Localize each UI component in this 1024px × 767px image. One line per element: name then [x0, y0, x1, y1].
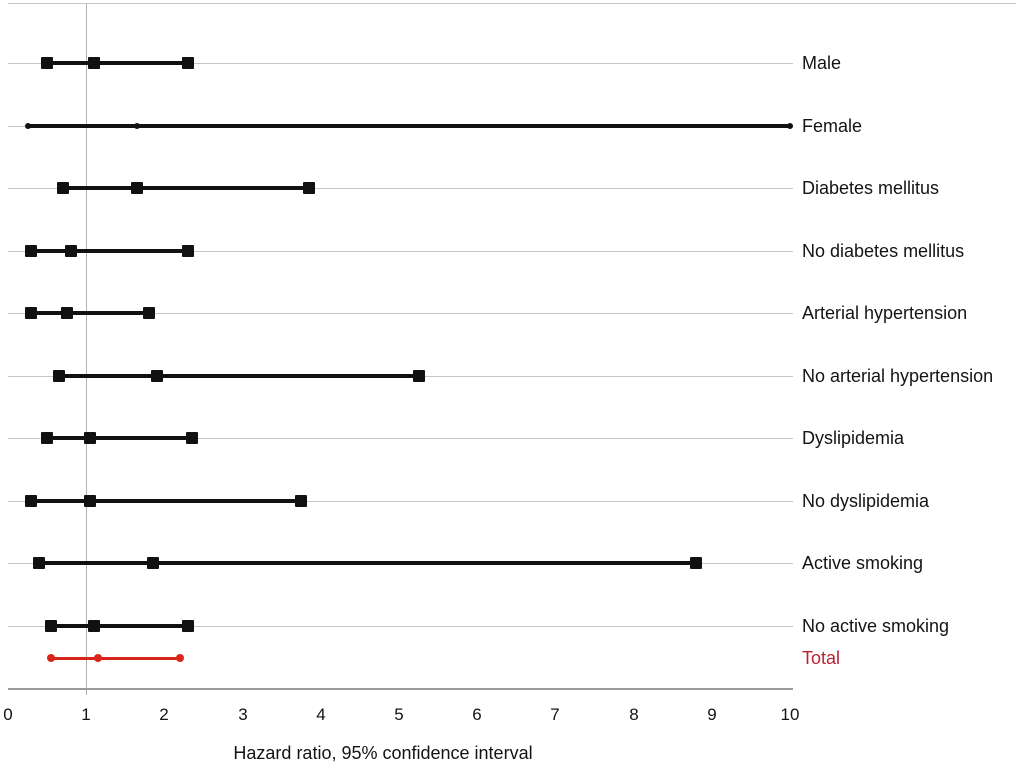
marker-estimate — [151, 370, 163, 382]
x-tick-label: 10 — [780, 705, 800, 724]
row-label-total: Total — [802, 648, 841, 668]
x-tick-label: 4 — [316, 705, 326, 724]
reference-line — [86, 3, 87, 695]
row-label-active-smoking: Active smoking — [802, 553, 924, 573]
marker-estimate — [94, 654, 102, 662]
x-axis-title: Hazard ratio, 95% confidence interval — [233, 743, 533, 763]
x-tick-label: 9 — [707, 705, 717, 724]
marker-ci-high — [186, 432, 198, 444]
ci-line — [47, 61, 188, 65]
row-label-female: Female — [802, 116, 863, 136]
marker-estimate — [88, 620, 100, 632]
ci-line — [59, 374, 419, 378]
marker-ci-low — [25, 245, 37, 257]
x-tick-label: 0 — [3, 705, 13, 724]
marker-ci-low — [33, 557, 45, 569]
ci-line — [39, 561, 696, 565]
marker-estimate — [61, 307, 73, 319]
ci-line — [31, 499, 301, 503]
row-label-no-active-smoking: No active smoking — [802, 616, 950, 636]
row-gridline — [8, 188, 793, 189]
marker-ci-low — [25, 495, 37, 507]
row-label-male: Male — [802, 53, 842, 73]
marker-ci-low — [41, 57, 53, 69]
row-gridline — [8, 63, 793, 64]
x-tick-label: 3 — [238, 705, 248, 724]
x-axis-line — [8, 688, 793, 690]
row-label-dyslipidemia: Dyslipidemia — [802, 428, 905, 448]
marker-ci-low — [47, 654, 55, 662]
marker-ci-low — [57, 182, 69, 194]
marker-ci-high — [182, 57, 194, 69]
ci-line — [63, 186, 309, 190]
marker-ci-low — [25, 123, 31, 129]
marker-estimate — [84, 432, 96, 444]
row-label-no-arterial-hypertension: No arterial hypertension — [802, 366, 994, 386]
row-label-arterial-hypertension: Arterial hypertension — [802, 303, 968, 323]
ci-line — [51, 657, 180, 660]
marker-estimate — [147, 557, 159, 569]
ci-line — [31, 249, 187, 253]
marker-estimate — [84, 495, 96, 507]
marker-ci-high — [690, 557, 702, 569]
row-gridline — [8, 438, 793, 439]
ci-line — [28, 124, 790, 128]
marker-ci-high — [143, 307, 155, 319]
marker-ci-high — [295, 495, 307, 507]
marker-estimate — [88, 57, 100, 69]
x-tick-label: 8 — [629, 705, 639, 724]
x-tick-label: 2 — [159, 705, 169, 724]
row-gridline — [8, 501, 793, 502]
top-border-line — [8, 3, 1016, 4]
marker-ci-high — [413, 370, 425, 382]
marker-ci-high — [787, 123, 793, 129]
row-label-no-diabetes-mellitus: No diabetes mellitus — [802, 241, 965, 261]
marker-ci-high — [303, 182, 315, 194]
marker-estimate — [131, 182, 143, 194]
marker-estimate — [65, 245, 77, 257]
row-gridline — [8, 251, 793, 252]
marker-ci-high — [182, 245, 194, 257]
marker-ci-low — [41, 432, 53, 444]
marker-ci-low — [45, 620, 57, 632]
ci-line — [31, 311, 148, 315]
marker-estimate — [134, 123, 140, 129]
marker-ci-low — [53, 370, 65, 382]
ci-line — [47, 436, 192, 440]
x-tick-label: 5 — [394, 705, 404, 724]
x-tick-label: 1 — [81, 705, 91, 724]
x-tick-label: 7 — [550, 705, 560, 724]
row-label-no-dyslipidemia: No dyslipidemia — [802, 491, 930, 511]
row-gridline — [8, 313, 793, 314]
marker-ci-high — [182, 620, 194, 632]
row-label-diabetes-mellitus: Diabetes mellitus — [802, 178, 940, 198]
marker-ci-high — [176, 654, 184, 662]
marker-ci-low — [25, 307, 37, 319]
ci-line — [51, 624, 188, 628]
row-gridline — [8, 626, 793, 627]
x-tick-label: 6 — [472, 705, 482, 724]
